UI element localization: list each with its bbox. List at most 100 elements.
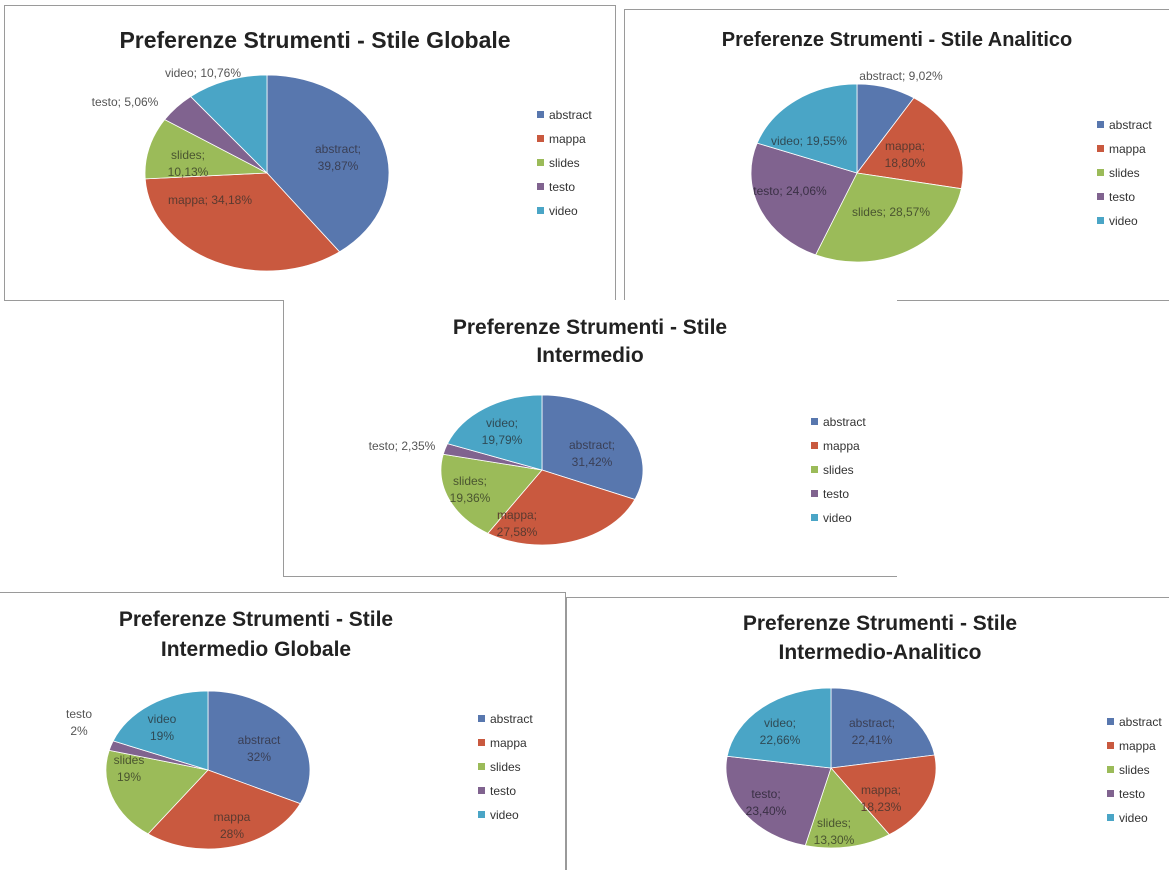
data-label-slides: slides; 10,13% [168,148,209,179]
data-label-mappa: mappa; 18,23% [861,783,902,814]
legend-label-slides: slides [823,463,854,477]
pie-slice-video [446,394,543,471]
legend-label-video: video [823,511,852,525]
data-label-abstract: abstract; 39,87% [315,142,361,173]
pie-slice-video [112,690,209,771]
data-label-slides: slides 19% [114,753,145,784]
pie-slice-video [756,83,858,174]
data-label-video: video; 19,55% [771,134,847,148]
legend-label-slides: slides [490,760,521,774]
pie-chart-svg: Preferenze Strumenti - Stile Intermedio ab… [369,316,866,546]
chart-title: Preferenze Strumenti - Stile Globale [119,27,510,53]
legend-label-video: video [490,808,519,822]
pie-slice-mappa [830,754,937,836]
legend-label-testo: testo [823,487,849,501]
chart-title: Intermedio-Analitico [778,641,981,664]
pie-slice-abstract [541,394,644,500]
legend-swatch-video [1107,814,1114,821]
legend-label-mappa: mappa [490,736,527,750]
pie-slice-mappa [147,769,301,850]
legend-label-slides: slides [1119,763,1150,777]
pie-chart-svg: Preferenze Strumenti - Stile Globale abst… [92,27,592,272]
chart-title: Preferenze Strumenti - Stile [453,316,727,339]
legend-label-video: video [549,204,578,218]
chart-panel-intermedio-analitico: Preferenze Strumenti - Stile Intermedio-A… [566,597,1169,870]
legend-swatch-testo [1097,193,1104,200]
legend-swatch-abstract [537,111,544,118]
chart-title: Preferenze Strumenti - Stile Analitico [722,29,1072,51]
legend-swatch-abstract [811,418,818,425]
legend-label-slides: slides [1109,166,1140,180]
pie-slice-mappa [856,97,964,190]
data-label-mappa: mappa; 34,18% [168,193,252,207]
pie-slice-slides [105,749,209,835]
legend-swatch-testo [1107,790,1114,797]
data-label-testo: testo; 5,06% [92,95,159,109]
legend-swatch-slides [811,466,818,473]
legend-label-mappa: mappa [823,439,860,453]
legend-swatch-testo [811,490,818,497]
legend-swatch-abstract [478,715,485,722]
chart-panel-intermedio: Preferenze Strumenti - Stile Intermedio ab… [283,300,897,577]
data-label-video: video; 10,76% [165,66,241,80]
data-label-mappa: mappa 28% [214,810,251,841]
legend-swatch-mappa [1107,742,1114,749]
pie-slice-testo [750,142,858,256]
legend-label-video: video [1109,214,1138,228]
legend-label-mappa: mappa [1119,739,1156,753]
data-label-abstract: abstract 32% [238,733,281,764]
data-label-testo: testo; 24,06% [753,184,827,198]
data-label-slides: slides; 28,57% [852,205,930,219]
chart-panel-analitico: Preferenze Strumenti - Stile Analitico ab… [624,9,1169,301]
data-label-video: video; 22,66% [760,716,801,747]
chart-panel-intermedio-globale: Preferenze Strumenti - Stile Intermedio G… [0,592,566,870]
legend-swatch-abstract [1097,121,1104,128]
data-label-abstract: abstract; 9,02% [859,69,943,83]
pie-slice-mappa [487,469,636,546]
legend-swatch-video [478,811,485,818]
data-label-abstract: abstract; 31,42% [569,438,615,469]
data-label-video: video; 19,79% [482,416,523,447]
pie-slice-slides [804,767,890,849]
legend-label-testo: testo [490,784,516,798]
legend-swatch-mappa [1097,145,1104,152]
legend-swatch-mappa [537,135,544,142]
pie-chart-svg: Preferenze Strumenti - Stile Intermedio G… [66,608,533,850]
legend-label-testo: testo [549,180,575,194]
data-label-testo: testo; 2,35% [369,439,436,453]
legend-swatch-abstract [1107,718,1114,725]
pie-slice-slides [440,453,543,534]
legend-swatch-testo [537,183,544,190]
data-label-slides: slides; 19,36% [450,474,491,505]
data-label-video: video 19% [148,712,177,743]
legend-swatch-mappa [811,442,818,449]
data-label-mappa: mappa; 18,80% [885,139,926,170]
legend-label-video: video [1119,811,1148,825]
legend-swatch-video [537,207,544,214]
data-label-slides: slides; 13,30% [814,816,855,847]
legend-label-abstract: abstract [549,108,592,122]
legend-label-testo: testo [1119,787,1145,801]
legend-swatch-video [1097,217,1104,224]
legend-swatch-testo [478,787,485,794]
pie-slice-slides [144,119,269,180]
pie-slice-video [726,687,832,769]
legend-swatch-slides [478,763,485,770]
legend-label-testo: testo [1109,190,1135,204]
legend-label-slides: slides [549,156,580,170]
legend-label-mappa: mappa [549,132,586,146]
legend-label-mappa: mappa [1109,142,1146,156]
legend-swatch-slides [1097,169,1104,176]
legend-label-abstract: abstract [1119,715,1162,729]
legend-label-abstract: abstract [490,712,533,726]
chart-title: Intermedio [536,344,643,367]
pie-slice-abstract [266,74,390,253]
pie-chart-svg: Preferenze Strumenti - Stile Analitico ab… [722,29,1152,263]
chart-title: Preferenze Strumenti - Stile [743,612,1017,635]
data-label-testo: testo; 23,40% [746,787,787,818]
data-label-abstract: abstract; 22,41% [849,716,895,747]
chart-panel-globale: Preferenze Strumenti - Stile Globale abst… [4,5,616,301]
legend-swatch-slides [537,159,544,166]
data-label-mappa: mappa; 27,58% [497,508,538,539]
legend-label-abstract: abstract [823,415,866,429]
